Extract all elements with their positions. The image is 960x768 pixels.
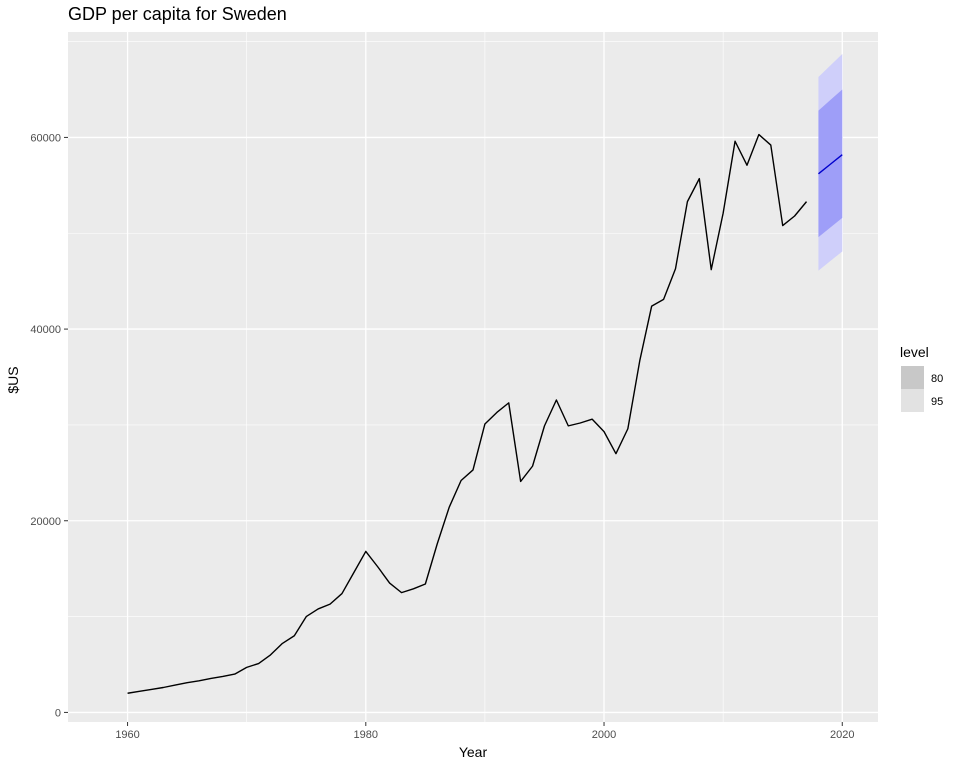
x-tick-label: 1960 — [115, 729, 139, 741]
forecast-intervals — [818, 54, 843, 271]
legend-key — [901, 389, 924, 412]
y-tick-label: 40000 — [30, 324, 61, 336]
y-tick-label: 20000 — [30, 516, 61, 528]
y-axis-ticks: 0 20000 40000 60000 — [30, 132, 68, 719]
y-tick-label: 0 — [55, 707, 61, 719]
x-axis-title: Year — [459, 744, 488, 760]
x-tick-label: 1980 — [354, 729, 378, 741]
x-tick-label: 2000 — [592, 729, 616, 741]
minor-gridlines — [68, 32, 878, 722]
plot-panel — [68, 32, 878, 722]
forecast-mean-line — [818, 154, 843, 175]
gdp-series-line — [127, 133, 808, 694]
x-axis-ticks: 1960 1980 2000 2020 — [115, 722, 855, 741]
legend-key — [901, 366, 924, 389]
legend-label: 95 — [931, 396, 943, 408]
legend-label: 80 — [931, 373, 943, 385]
forecast-80-interval — [818, 89, 843, 238]
chart-title: GDP per capita for Sweden — [68, 4, 287, 24]
y-axis-title: $US — [5, 366, 21, 393]
x-tick-label: 2020 — [830, 729, 854, 741]
legend-title: level — [900, 344, 929, 360]
y-tick-label: 60000 — [30, 132, 61, 144]
series-lines — [127, 133, 843, 694]
legend: level 80 95 — [900, 344, 943, 412]
